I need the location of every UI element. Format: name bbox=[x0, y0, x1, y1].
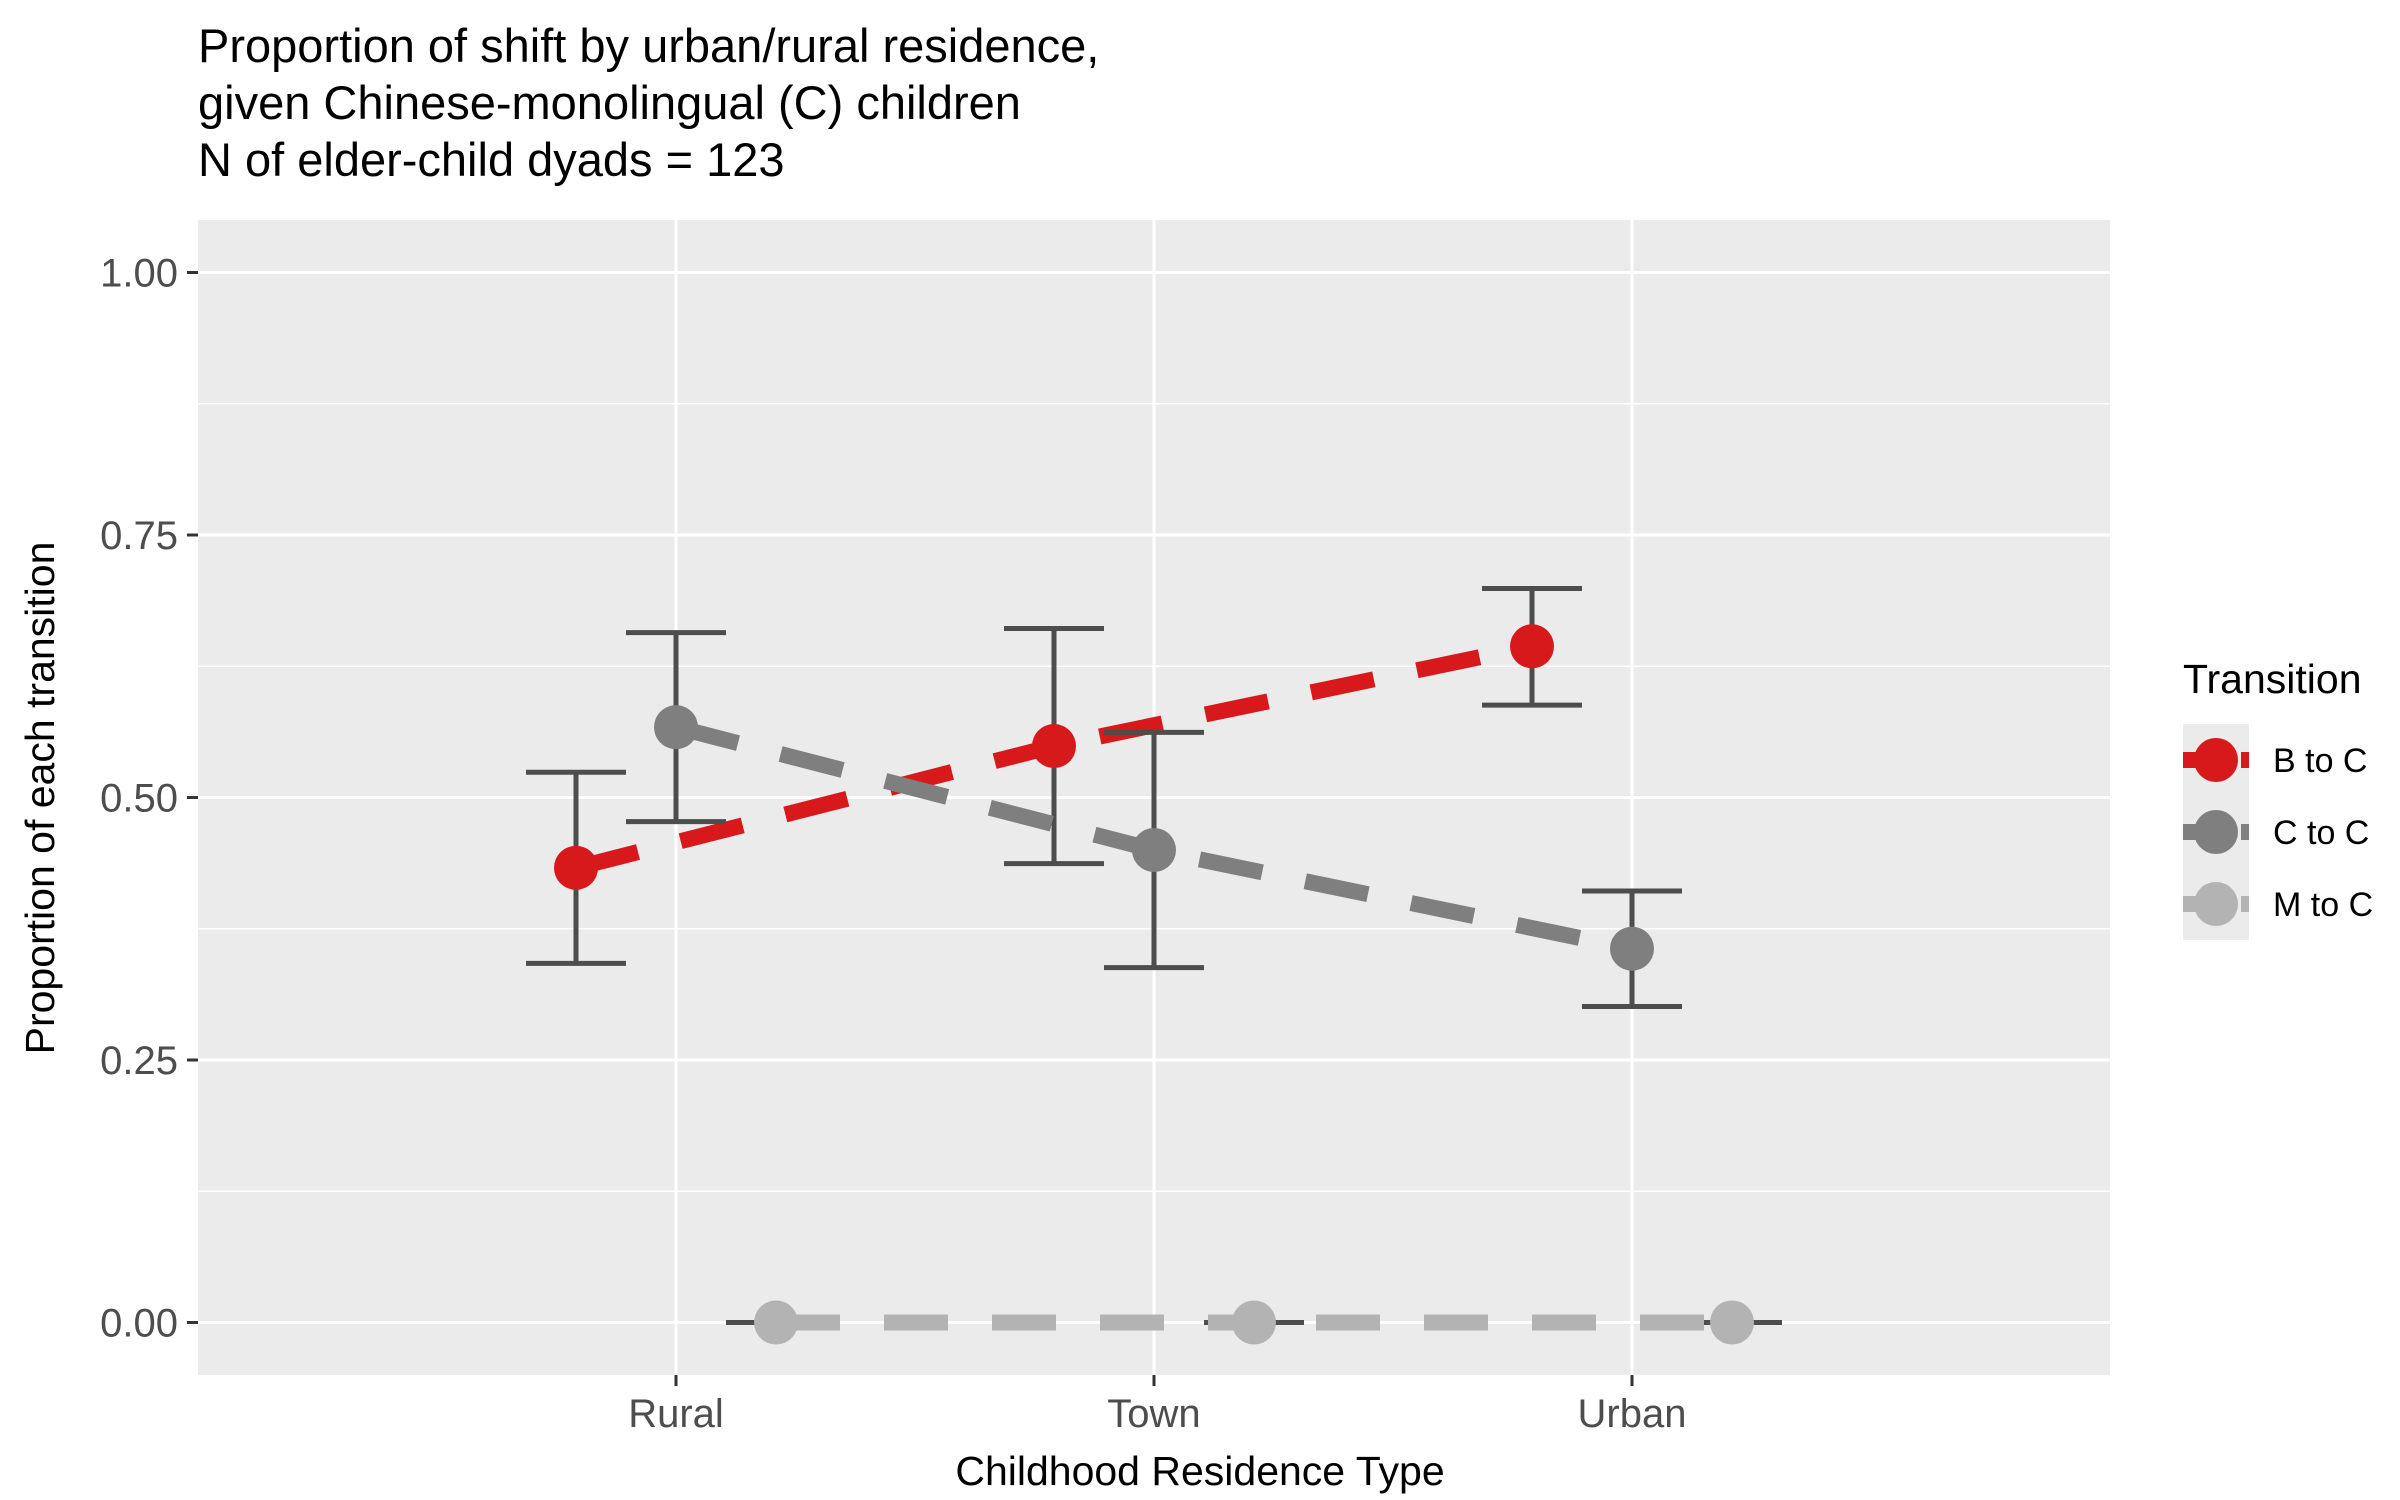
data-point-b-to-c bbox=[554, 845, 598, 890]
data-point-m-to-c bbox=[754, 1300, 798, 1345]
x-tick-label: Town bbox=[1107, 1392, 1200, 1436]
y-tick-label: 0.25 bbox=[100, 1039, 178, 1083]
legend-key-m-to-c bbox=[2183, 868, 2249, 940]
data-point-c-to-c bbox=[654, 705, 698, 750]
x-tick-label: Rural bbox=[628, 1392, 724, 1436]
data-point-b-to-c bbox=[1510, 624, 1554, 669]
legend-label-m-to-c: M to C bbox=[2273, 886, 2374, 924]
data-point-m-to-c bbox=[1710, 1300, 1754, 1345]
axes: 0.00 0.25 0.50 0.75 1.00 Rural Town Urban bbox=[100, 252, 1686, 1437]
legend-label-c-to-c: C to C bbox=[2273, 814, 2370, 852]
legend-key-b-to-c bbox=[2183, 724, 2249, 796]
chart-title-line-3: N of elder-child dyads = 123 bbox=[198, 133, 785, 186]
y-tick-label: 0.00 bbox=[100, 1302, 178, 1346]
chart-title-line-1: Proportion of shift by urban/rural resid… bbox=[198, 19, 1100, 72]
legend-label-b-to-c: B to C bbox=[2273, 742, 2368, 780]
y-tick-label: 1.00 bbox=[100, 252, 178, 296]
series bbox=[526, 586, 1782, 1345]
x-axis-label: Childhood Residence Type bbox=[955, 1448, 1445, 1494]
y-tick-label: 0.50 bbox=[100, 777, 178, 821]
legend-item-b-to-c: B to C bbox=[2183, 724, 2400, 796]
y-tick-label: 0.75 bbox=[100, 514, 178, 558]
legend-key-c-to-c bbox=[2183, 796, 2249, 868]
x-tick-label: Urban bbox=[1578, 1392, 1687, 1436]
data-point-c-to-c bbox=[1610, 926, 1654, 971]
legend-title: Transition bbox=[2183, 656, 2362, 702]
data-point-b-to-c bbox=[1032, 724, 1076, 769]
legend-item-c-to-c: C to C bbox=[2183, 796, 2400, 868]
y-axis-label: Proportion of each transition bbox=[17, 542, 63, 1055]
data-point-c-to-c bbox=[1132, 828, 1176, 872]
legend-item-m-to-c: M to C bbox=[2183, 868, 2400, 940]
chart-title-line-2: given Chinese-monolingual (C) children bbox=[198, 76, 1021, 129]
data-point-m-to-c bbox=[1232, 1300, 1276, 1345]
